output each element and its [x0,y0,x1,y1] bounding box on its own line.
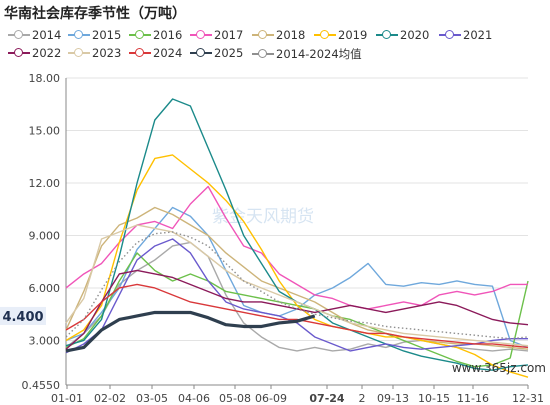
legend-label: 2024 [153,46,183,60]
legend-swatch [376,30,398,40]
legend-label: 2019 [338,28,368,42]
legend-item-2016[interactable]: 2016 [129,28,182,42]
legend-swatch [439,30,461,40]
y-tick-label: 12.00 [29,177,61,190]
legend-label: 2022 [32,46,62,60]
x-tick-label: 10-15 [418,392,450,405]
legend: 2014 2015 2016 2017 2018 2019 2020 2021 2022 2023… [0,24,550,64]
legend-swatch [252,30,274,40]
legend-item-2017[interactable]: 2017 [190,28,243,42]
legend-item-2019[interactable]: 2019 [314,28,367,42]
legend-label: 2014 [32,28,62,42]
legend-label: 2016 [153,28,183,42]
y-tick-label: 18.00 [29,72,61,85]
x-tick-label: 07-24 [309,392,345,405]
y-tick-label: 15.00 [29,124,61,137]
series-line-2015[interactable] [65,206,529,349]
corner-mark: www.365jz.com [452,361,546,375]
chart-title: 华南社会库存季节性（万吨） [4,6,186,22]
legend-label: 2017 [214,28,244,42]
series-line-2020[interactable] [65,98,529,371]
y-tick-label: 3.000 [29,334,61,347]
x-tick-label: 03-05 [136,392,168,405]
watermark: 紫金天风期货 [212,207,314,227]
x-tick-label: 05-08 [219,392,251,405]
legend-swatch [68,48,90,58]
series-line-2025[interactable] [65,310,316,353]
legend-item-2024[interactable]: 2024 [129,46,182,60]
legend-label: 2015 [92,28,122,42]
legend-item-2014[interactable]: 2014 [8,28,61,42]
x-tick-label: 12-31 [512,392,544,405]
x-tick-label: 11-16 [457,392,489,405]
legend-swatch [8,48,30,58]
legend-swatch [68,30,90,40]
legend-label: 2025 [214,46,244,60]
series-line-2023[interactable] [65,224,529,347]
series-line-2024[interactable] [65,283,529,349]
x-tick-label: 01-01 [51,392,83,405]
legend-label: 2021 [463,28,493,42]
series-line-2022[interactable] [65,269,529,350]
y-tick-label: 0.4550 [22,379,61,392]
series-line-2016[interactable] [65,252,529,368]
legend-item-2018[interactable]: 2018 [252,28,305,42]
legend-swatch [129,48,151,58]
legend-item-2020[interactable]: 2020 [376,28,429,42]
legend-swatch [252,49,274,59]
series-line-2021[interactable] [65,238,528,354]
legend-label: 2014-2024均值 [276,47,362,61]
legend-label: 2023 [92,46,122,60]
legend-swatch [314,30,336,40]
x-tick-label: 06-09 [255,392,287,405]
y-tick-label: 9.000 [29,229,61,242]
legend-swatch [190,48,212,58]
legend-item-2015[interactable]: 2015 [68,28,121,42]
x-tick-label: 02-02 [94,392,126,405]
legend-swatch [190,30,212,40]
x-tick-label: 2 [359,392,366,405]
legend-item-2025[interactable]: 2025 [190,46,243,60]
legend-item-2021[interactable]: 2021 [439,28,492,42]
highlight-value-bg [0,306,46,325]
legend-label: 2018 [276,28,306,42]
legend-item-2014-2024均值[interactable]: 2014-2024均值 [252,46,362,62]
legend-item-2023[interactable]: 2023 [68,46,121,60]
legend-item-2022[interactable]: 2022 [8,46,61,60]
legend-swatch [8,30,30,40]
series-line-2014-2024均值[interactable] [65,231,529,340]
series-line-2017[interactable] [65,185,528,310]
x-tick-label: 04-06 [178,392,210,405]
y-tick-label: 6.000 [29,282,61,295]
series-line-2014[interactable] [65,241,529,352]
legend-label: 2020 [400,28,430,42]
highlight-value-label: 4.400 [2,310,43,325]
series-line-2018[interactable] [65,206,529,350]
legend-swatch [129,30,151,40]
x-tick-label: 09-13 [377,392,409,405]
